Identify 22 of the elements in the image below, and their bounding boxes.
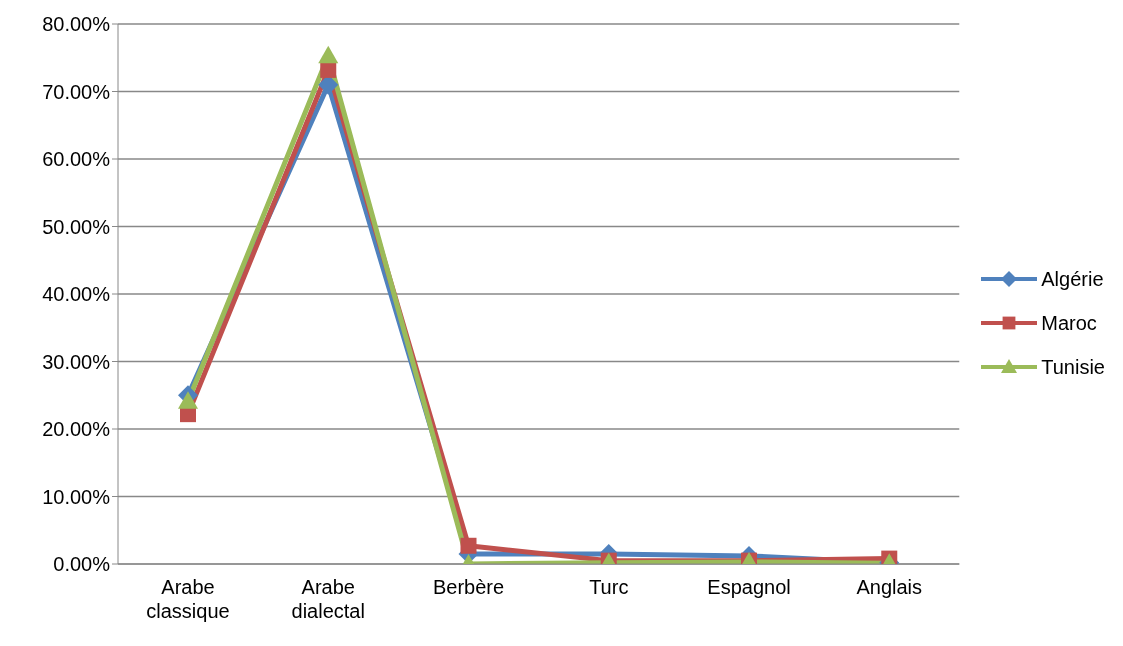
x-tick-label: Arabe dialectal	[291, 576, 365, 622]
point	[320, 61, 337, 78]
y-tick-label: 20.00%	[42, 418, 111, 441]
x-tick-label: Espagnol	[707, 576, 791, 598]
y-tick-label: 80.00%	[42, 13, 111, 36]
y-tick-label: 40.00%	[42, 283, 111, 306]
y-tick-label: 50.00%	[42, 215, 111, 238]
x-tick-label: Anglais	[856, 576, 923, 598]
legend-label: Algérie	[1041, 267, 1104, 291]
x-tick-label: Arabe classique	[146, 576, 230, 622]
y-tick-label: 30.00%	[42, 350, 111, 373]
point	[178, 391, 198, 409]
x-tick-label: Berbère	[432, 576, 505, 598]
x-tick-label: Turc	[589, 576, 629, 598]
legend-label: Tunisie	[1041, 355, 1105, 379]
point	[318, 45, 339, 64]
y-tick-label: 60.00%	[42, 148, 111, 171]
y-tick-label: 10.00%	[42, 485, 111, 508]
y-tick-label: 70.00%	[42, 80, 111, 103]
y-tick-label: 0.00%	[53, 553, 111, 576]
point	[460, 537, 477, 554]
legend-label: Maroc	[1041, 311, 1097, 335]
